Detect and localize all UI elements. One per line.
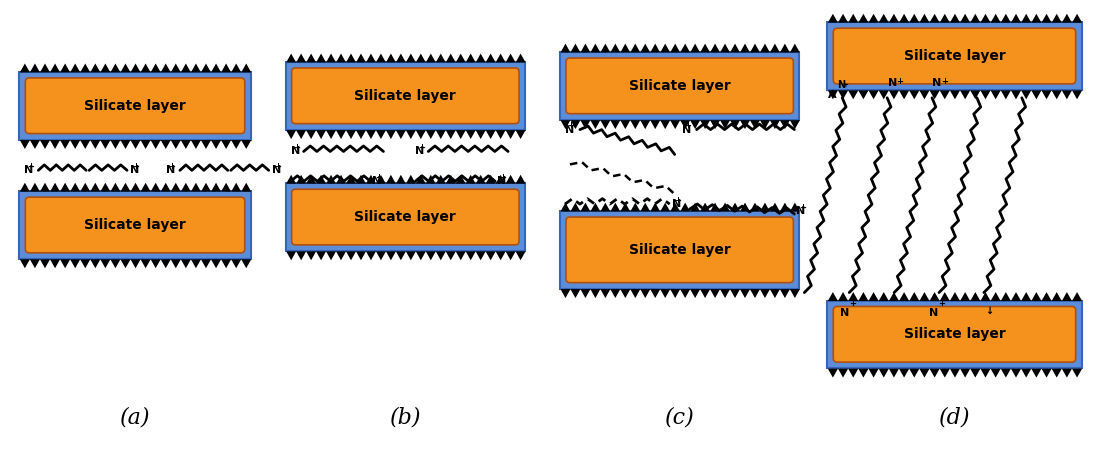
Text: N: N bbox=[130, 165, 139, 176]
Text: +: + bbox=[938, 299, 946, 308]
Text: (a): (a) bbox=[119, 407, 150, 429]
Text: +: + bbox=[293, 143, 300, 152]
Bar bbox=[827, 300, 1082, 368]
Text: Silicate layer: Silicate layer bbox=[903, 327, 1005, 341]
Text: +: + bbox=[274, 162, 282, 171]
Text: +: + bbox=[500, 173, 506, 182]
Text: Silicate layer: Silicate layer bbox=[84, 99, 186, 113]
Text: +: + bbox=[848, 299, 856, 308]
Text: +: + bbox=[941, 77, 948, 86]
Bar bbox=[20, 191, 251, 259]
Text: Silicate layer: Silicate layer bbox=[354, 210, 456, 224]
Text: N: N bbox=[272, 165, 281, 176]
Text: +: + bbox=[418, 143, 425, 152]
Text: +: + bbox=[133, 162, 139, 171]
Bar bbox=[827, 22, 1082, 90]
FancyBboxPatch shape bbox=[833, 28, 1075, 84]
Text: Silicate layer: Silicate layer bbox=[354, 89, 456, 103]
Bar bbox=[560, 52, 799, 119]
FancyBboxPatch shape bbox=[292, 189, 520, 245]
Text: N: N bbox=[797, 206, 806, 216]
Text: N: N bbox=[837, 80, 845, 90]
Text: +: + bbox=[375, 173, 381, 182]
Text: Silicate layer: Silicate layer bbox=[629, 243, 731, 257]
Text: N: N bbox=[840, 308, 849, 318]
Bar bbox=[286, 62, 525, 130]
Text: +: + bbox=[684, 121, 692, 130]
Text: (d): (d) bbox=[938, 407, 970, 429]
Bar bbox=[20, 72, 251, 140]
Text: N: N bbox=[498, 176, 506, 186]
Text: N: N bbox=[888, 78, 897, 88]
Text: N: N bbox=[165, 165, 175, 176]
Text: Λ: Λ bbox=[827, 90, 836, 100]
Text: (c): (c) bbox=[665, 407, 695, 429]
Text: +: + bbox=[843, 82, 848, 88]
Text: N: N bbox=[672, 199, 681, 209]
Text: Silicate layer: Silicate layer bbox=[903, 49, 1005, 63]
FancyBboxPatch shape bbox=[292, 68, 520, 123]
FancyBboxPatch shape bbox=[25, 78, 244, 133]
FancyBboxPatch shape bbox=[566, 58, 794, 114]
Text: Silicate layer: Silicate layer bbox=[84, 218, 186, 232]
Text: N: N bbox=[682, 124, 690, 135]
Text: N: N bbox=[373, 176, 381, 186]
Text: N: N bbox=[929, 308, 938, 318]
Text: Silicate layer: Silicate layer bbox=[629, 79, 731, 93]
Text: N: N bbox=[564, 124, 574, 135]
Text: N: N bbox=[415, 146, 424, 156]
Bar bbox=[560, 211, 799, 289]
Text: +: + bbox=[568, 121, 574, 130]
Text: +: + bbox=[26, 162, 34, 171]
Text: +: + bbox=[169, 162, 175, 171]
FancyBboxPatch shape bbox=[25, 197, 244, 253]
Bar bbox=[286, 183, 525, 251]
Text: ↓: ↓ bbox=[985, 305, 993, 316]
Text: N: N bbox=[290, 146, 300, 156]
Text: (b): (b) bbox=[389, 407, 421, 429]
Text: N: N bbox=[933, 78, 941, 88]
Text: +: + bbox=[799, 202, 806, 211]
FancyBboxPatch shape bbox=[566, 217, 794, 282]
FancyBboxPatch shape bbox=[833, 307, 1075, 362]
Text: +: + bbox=[897, 77, 903, 86]
Text: N: N bbox=[24, 165, 34, 176]
Text: +: + bbox=[674, 196, 682, 205]
